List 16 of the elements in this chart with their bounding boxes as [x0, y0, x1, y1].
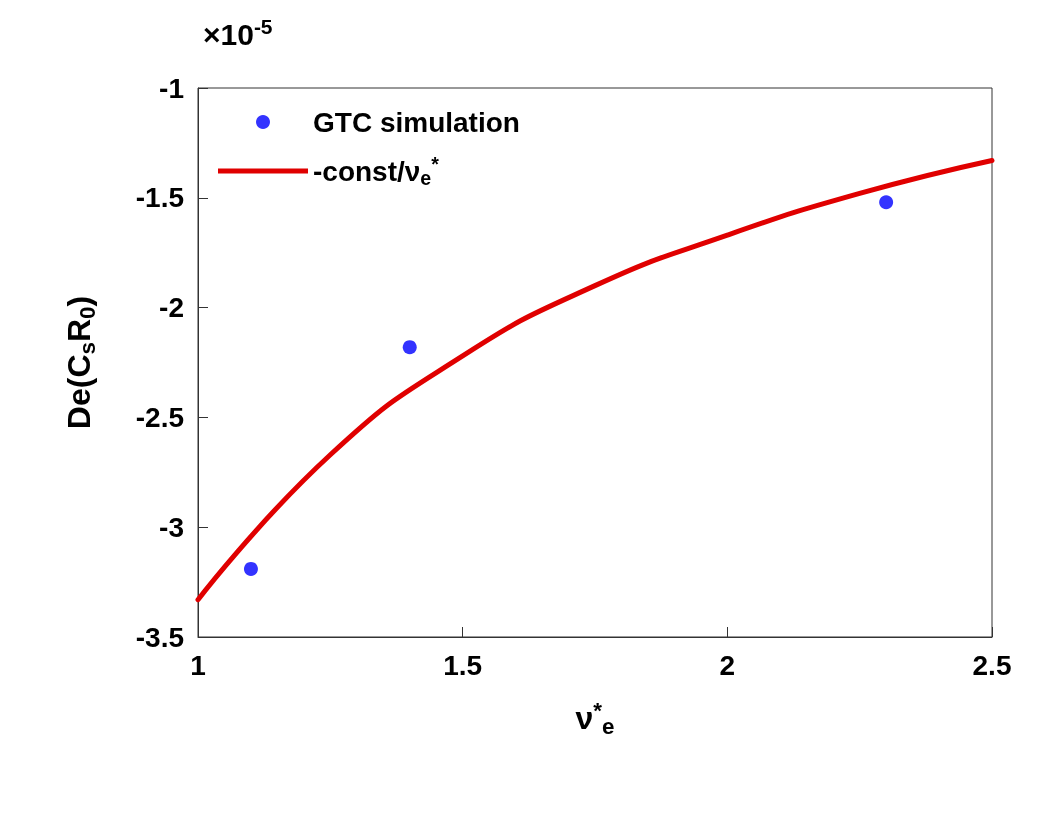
x-tick-label: 2 [719, 649, 736, 681]
point [243, 561, 258, 576]
x-tick-label: 1 [190, 649, 206, 681]
x-tick-label: 2.5 [972, 649, 1012, 681]
y-tick-label: -2 [159, 292, 184, 324]
y-tick-label: -3.5 [135, 621, 184, 653]
x-tick-label: 1.5 [443, 649, 483, 681]
x-axis-title: ν*e [575, 697, 615, 739]
y-tick-label: -1 [159, 72, 184, 104]
y-tick-label: -1.5 [135, 182, 184, 214]
legend-label: GTC simulation [313, 106, 520, 138]
point [879, 195, 894, 210]
y-tick-label: -2.5 [135, 401, 184, 433]
y-tick-label: -3 [159, 511, 184, 543]
y-axis-title: De(CsR0) [61, 295, 100, 430]
point [402, 340, 417, 355]
